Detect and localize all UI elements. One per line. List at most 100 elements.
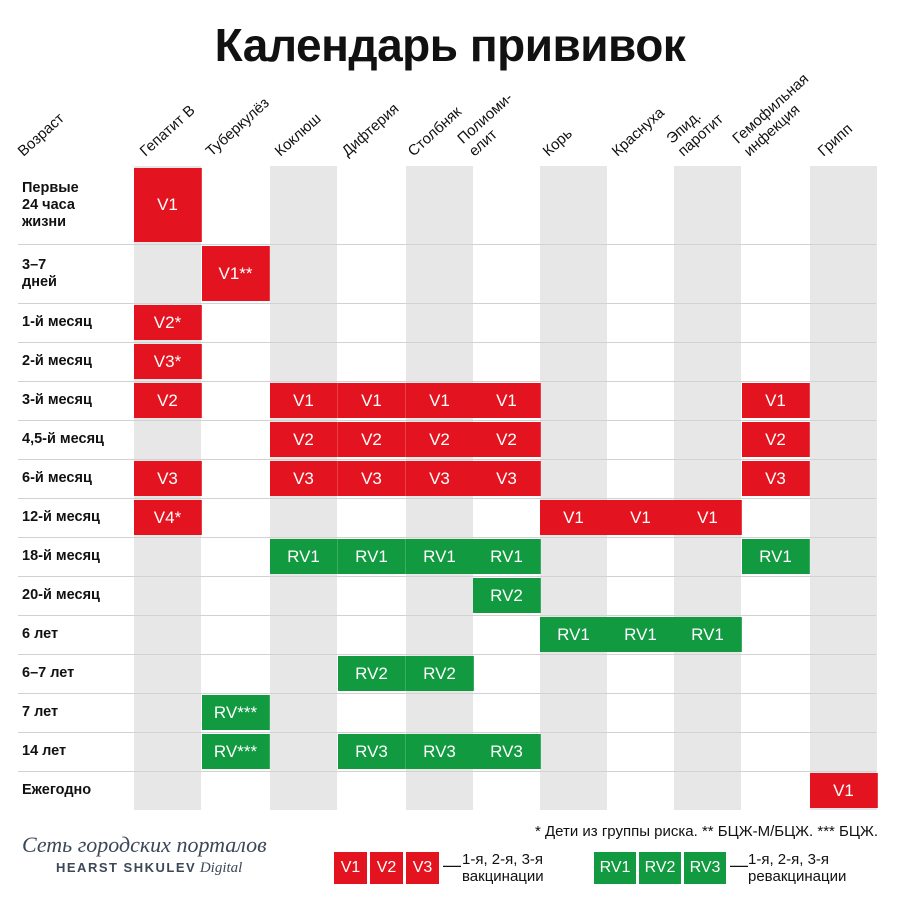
row-divider bbox=[18, 459, 876, 460]
column-header-polio: Полиоми-елит bbox=[454, 89, 527, 160]
row-label: 4,5-й месяц bbox=[22, 431, 104, 447]
row-divider bbox=[18, 498, 876, 499]
row-divider bbox=[18, 420, 876, 421]
row-label: 18-й месяц bbox=[22, 548, 100, 564]
row-label: Первые 24 часа жизни bbox=[22, 179, 79, 230]
revaccination-cell: RV1 bbox=[406, 539, 474, 574]
column-header-diphtheria: Дифтерия bbox=[339, 100, 403, 160]
row-label: 7 лет bbox=[22, 704, 59, 720]
vaccination-cell: V1 bbox=[406, 383, 474, 418]
page-title: Календарь прививок bbox=[214, 19, 686, 71]
vaccination-cell: V2 bbox=[338, 422, 406, 457]
vaccination-cell: V1 bbox=[607, 500, 675, 535]
row-divider bbox=[18, 537, 876, 538]
row-divider bbox=[18, 381, 876, 382]
row-divider bbox=[18, 303, 876, 304]
column-header-rubella: Краснуха bbox=[609, 104, 668, 160]
column-header-age: Возраст bbox=[15, 110, 68, 160]
legend-text-line: 1-я, 2-я, 3-я bbox=[748, 851, 830, 868]
legend-text-line: ревакцинации bbox=[748, 868, 847, 885]
revaccination-cell: RV1 bbox=[540, 617, 608, 652]
revaccination-cell: RV1 bbox=[270, 539, 338, 574]
vaccination-cell: V3 bbox=[473, 461, 541, 496]
column-header-line: Дифтерия bbox=[338, 100, 403, 160]
revaccination-cell: RV3 bbox=[406, 734, 474, 769]
vaccination-cell: V3 bbox=[270, 461, 338, 496]
vaccination-cell: V1 bbox=[134, 168, 202, 242]
revaccination-cell: RV2 bbox=[338, 656, 406, 691]
revaccination-cell: RV1 bbox=[473, 539, 541, 574]
row-label: 6–7 лет bbox=[22, 665, 75, 681]
row-label: 20-й месяц bbox=[22, 587, 100, 603]
column-stripe bbox=[810, 166, 877, 810]
revaccination-cell: RV3 bbox=[473, 734, 541, 769]
column-header-hib: Гемофильная инфекция bbox=[729, 70, 823, 160]
row-divider bbox=[18, 732, 876, 733]
column-header-line: Туберкулёз bbox=[202, 94, 273, 160]
legend-box-rv2: RV2 bbox=[639, 852, 681, 884]
footnote: * Дети из группы риска. ** БЦЖ-М/БЦЖ. **… bbox=[534, 823, 878, 840]
vaccination-cell: V2 bbox=[406, 422, 474, 457]
column-header-influenza: Грипп bbox=[815, 120, 856, 160]
legend-box-v2: V2 bbox=[370, 852, 403, 884]
vaccination-cell: V3 bbox=[406, 461, 474, 496]
row-label: 3-й месяц bbox=[22, 392, 92, 408]
vaccination-cell: V3 bbox=[134, 461, 202, 496]
legend-dash-revaccination: — bbox=[730, 855, 748, 875]
column-header-line: Коклюш bbox=[271, 109, 325, 160]
vaccination-cell: V3 bbox=[338, 461, 406, 496]
column-header-line: Возраст bbox=[14, 109, 68, 160]
legend-text-line: 1-я, 2-я, 3-я bbox=[462, 851, 544, 868]
row-label: 14 лет bbox=[22, 743, 67, 759]
vaccination-cell: V1 bbox=[338, 383, 406, 418]
row-divider bbox=[18, 654, 876, 655]
legend-text-vaccination: 1-я, 2-я, 3-я вакцинации bbox=[462, 851, 544, 885]
vaccination-cell: V2 bbox=[473, 422, 541, 457]
row-label: 3–7 дней bbox=[22, 256, 57, 290]
revaccination-cell: RV*** bbox=[202, 734, 270, 769]
revaccination-cell: RV1 bbox=[674, 617, 742, 652]
row-divider bbox=[18, 771, 876, 772]
row-label: 12-й месяц bbox=[22, 509, 100, 525]
vaccination-cell: V2 bbox=[270, 422, 338, 457]
column-stripe bbox=[540, 166, 607, 810]
legend-box-v3: V3 bbox=[406, 852, 439, 884]
column-header-line: Гепатит В bbox=[136, 101, 199, 160]
vaccination-cell: V2 bbox=[742, 422, 810, 457]
legend-text-revaccination: 1-я, 2-я, 3-я ревакцинации bbox=[748, 851, 846, 885]
vaccination-cell: V2* bbox=[134, 305, 202, 340]
row-label: 6-й месяц bbox=[22, 470, 92, 486]
vaccination-cell: V1 bbox=[473, 383, 541, 418]
vaccination-cell: V3 bbox=[742, 461, 810, 496]
vaccination-cell: V1 bbox=[674, 500, 742, 535]
revaccination-cell: RV*** bbox=[202, 695, 270, 730]
legend-dash-vaccination: — bbox=[443, 855, 461, 875]
revaccination-cell: RV2 bbox=[406, 656, 474, 691]
column-header-pertussis: Коклюш bbox=[272, 110, 325, 160]
legend-text-line: вакцинации bbox=[462, 868, 544, 885]
vaccination-cell: V4* bbox=[134, 500, 202, 535]
row-divider bbox=[18, 342, 876, 343]
row-label: Ежегодно bbox=[22, 782, 92, 798]
logo-brand: HEARST SHKULEV bbox=[56, 860, 197, 875]
column-header-tuberculosis: Туберкулёз bbox=[203, 95, 273, 160]
column-stripe bbox=[674, 166, 741, 810]
column-header-mumps: Эпид. паротит bbox=[663, 98, 727, 160]
row-label: 6 лет bbox=[22, 626, 59, 642]
vaccination-cell: V3* bbox=[134, 344, 202, 379]
row-label: 1-й месяц bbox=[22, 314, 92, 330]
row-divider bbox=[18, 244, 876, 245]
legend-box-v1: V1 bbox=[334, 852, 367, 884]
revaccination-cell: RV2 bbox=[473, 578, 541, 613]
vaccination-cell: V1 bbox=[810, 773, 878, 808]
logo-publisher: HEARST SHKULEV Digital bbox=[56, 860, 242, 877]
column-header-line: Краснуха bbox=[608, 104, 668, 160]
vaccination-cell: V1** bbox=[202, 246, 270, 301]
logo-portal-network: Сеть городских порталов bbox=[22, 832, 267, 857]
vaccination-cell: V1 bbox=[742, 383, 810, 418]
revaccination-cell: RV1 bbox=[338, 539, 406, 574]
vaccination-cell: V1 bbox=[540, 500, 608, 535]
column-header-measles: Корь bbox=[540, 125, 576, 160]
vaccination-cell: V1 bbox=[270, 383, 338, 418]
vaccination-cell: V2 bbox=[134, 383, 202, 418]
